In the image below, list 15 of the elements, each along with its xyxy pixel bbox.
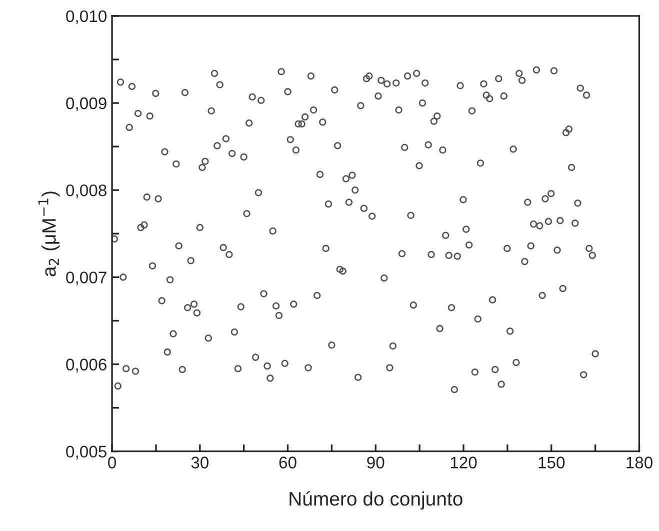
y-tick-label: 0,010 [66, 10, 107, 24]
y-tick-label: 0,008 [66, 184, 106, 198]
x-tick-label: 120 [450, 456, 477, 468]
y-tick-label: 0,006 [66, 358, 106, 372]
x-tick-label: 60 [279, 456, 296, 468]
x-tick-label: 150 [538, 456, 565, 468]
x-axis-title: Número do conjunto [290, 491, 462, 510]
y-tick-label: 0,009 [66, 97, 106, 112]
x-tick-label: 180 [626, 456, 652, 468]
y-axis-title: a$_{2}$ (μM$^{−1}$) [38, 192, 60, 276]
x-tick-label: 90 [367, 456, 384, 468]
x-tick-label: 0 [108, 456, 116, 468]
x-tick-label: 30 [191, 456, 209, 468]
y-tick-label: 0,007 [66, 272, 106, 286]
y-tick-label: 0,005 [66, 446, 106, 460]
